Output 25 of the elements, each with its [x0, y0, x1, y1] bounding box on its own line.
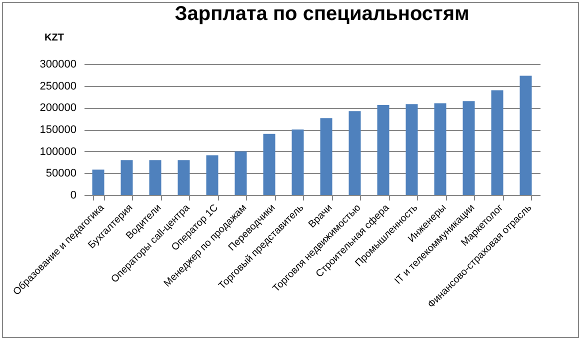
y-tick-label: 50000: [46, 168, 76, 180]
bar: [462, 101, 475, 195]
y-tick-label: 250000: [40, 80, 76, 92]
y-tick-label: 0: [70, 190, 76, 202]
bar: [491, 90, 504, 195]
bar: [377, 105, 390, 195]
y-tick-label: 300000: [40, 58, 76, 70]
bar: [348, 111, 361, 195]
bar: [149, 160, 162, 195]
bar: [206, 155, 218, 195]
bar: [92, 170, 104, 195]
y-tick-label: 150000: [40, 124, 76, 136]
bar: [520, 76, 532, 195]
bar: [320, 118, 332, 195]
bar: [234, 151, 247, 195]
y-axis-title: KZT: [44, 32, 64, 44]
bar: [434, 103, 446, 195]
y-tick-label: 200000: [40, 102, 76, 114]
bar: [292, 130, 304, 195]
chart-title: Зарплата по специальностям: [174, 3, 470, 25]
bar: [263, 134, 276, 195]
bar: [120, 160, 133, 195]
bar: [406, 104, 418, 195]
bar: [178, 160, 190, 195]
y-tick-label: 100000: [40, 146, 76, 158]
